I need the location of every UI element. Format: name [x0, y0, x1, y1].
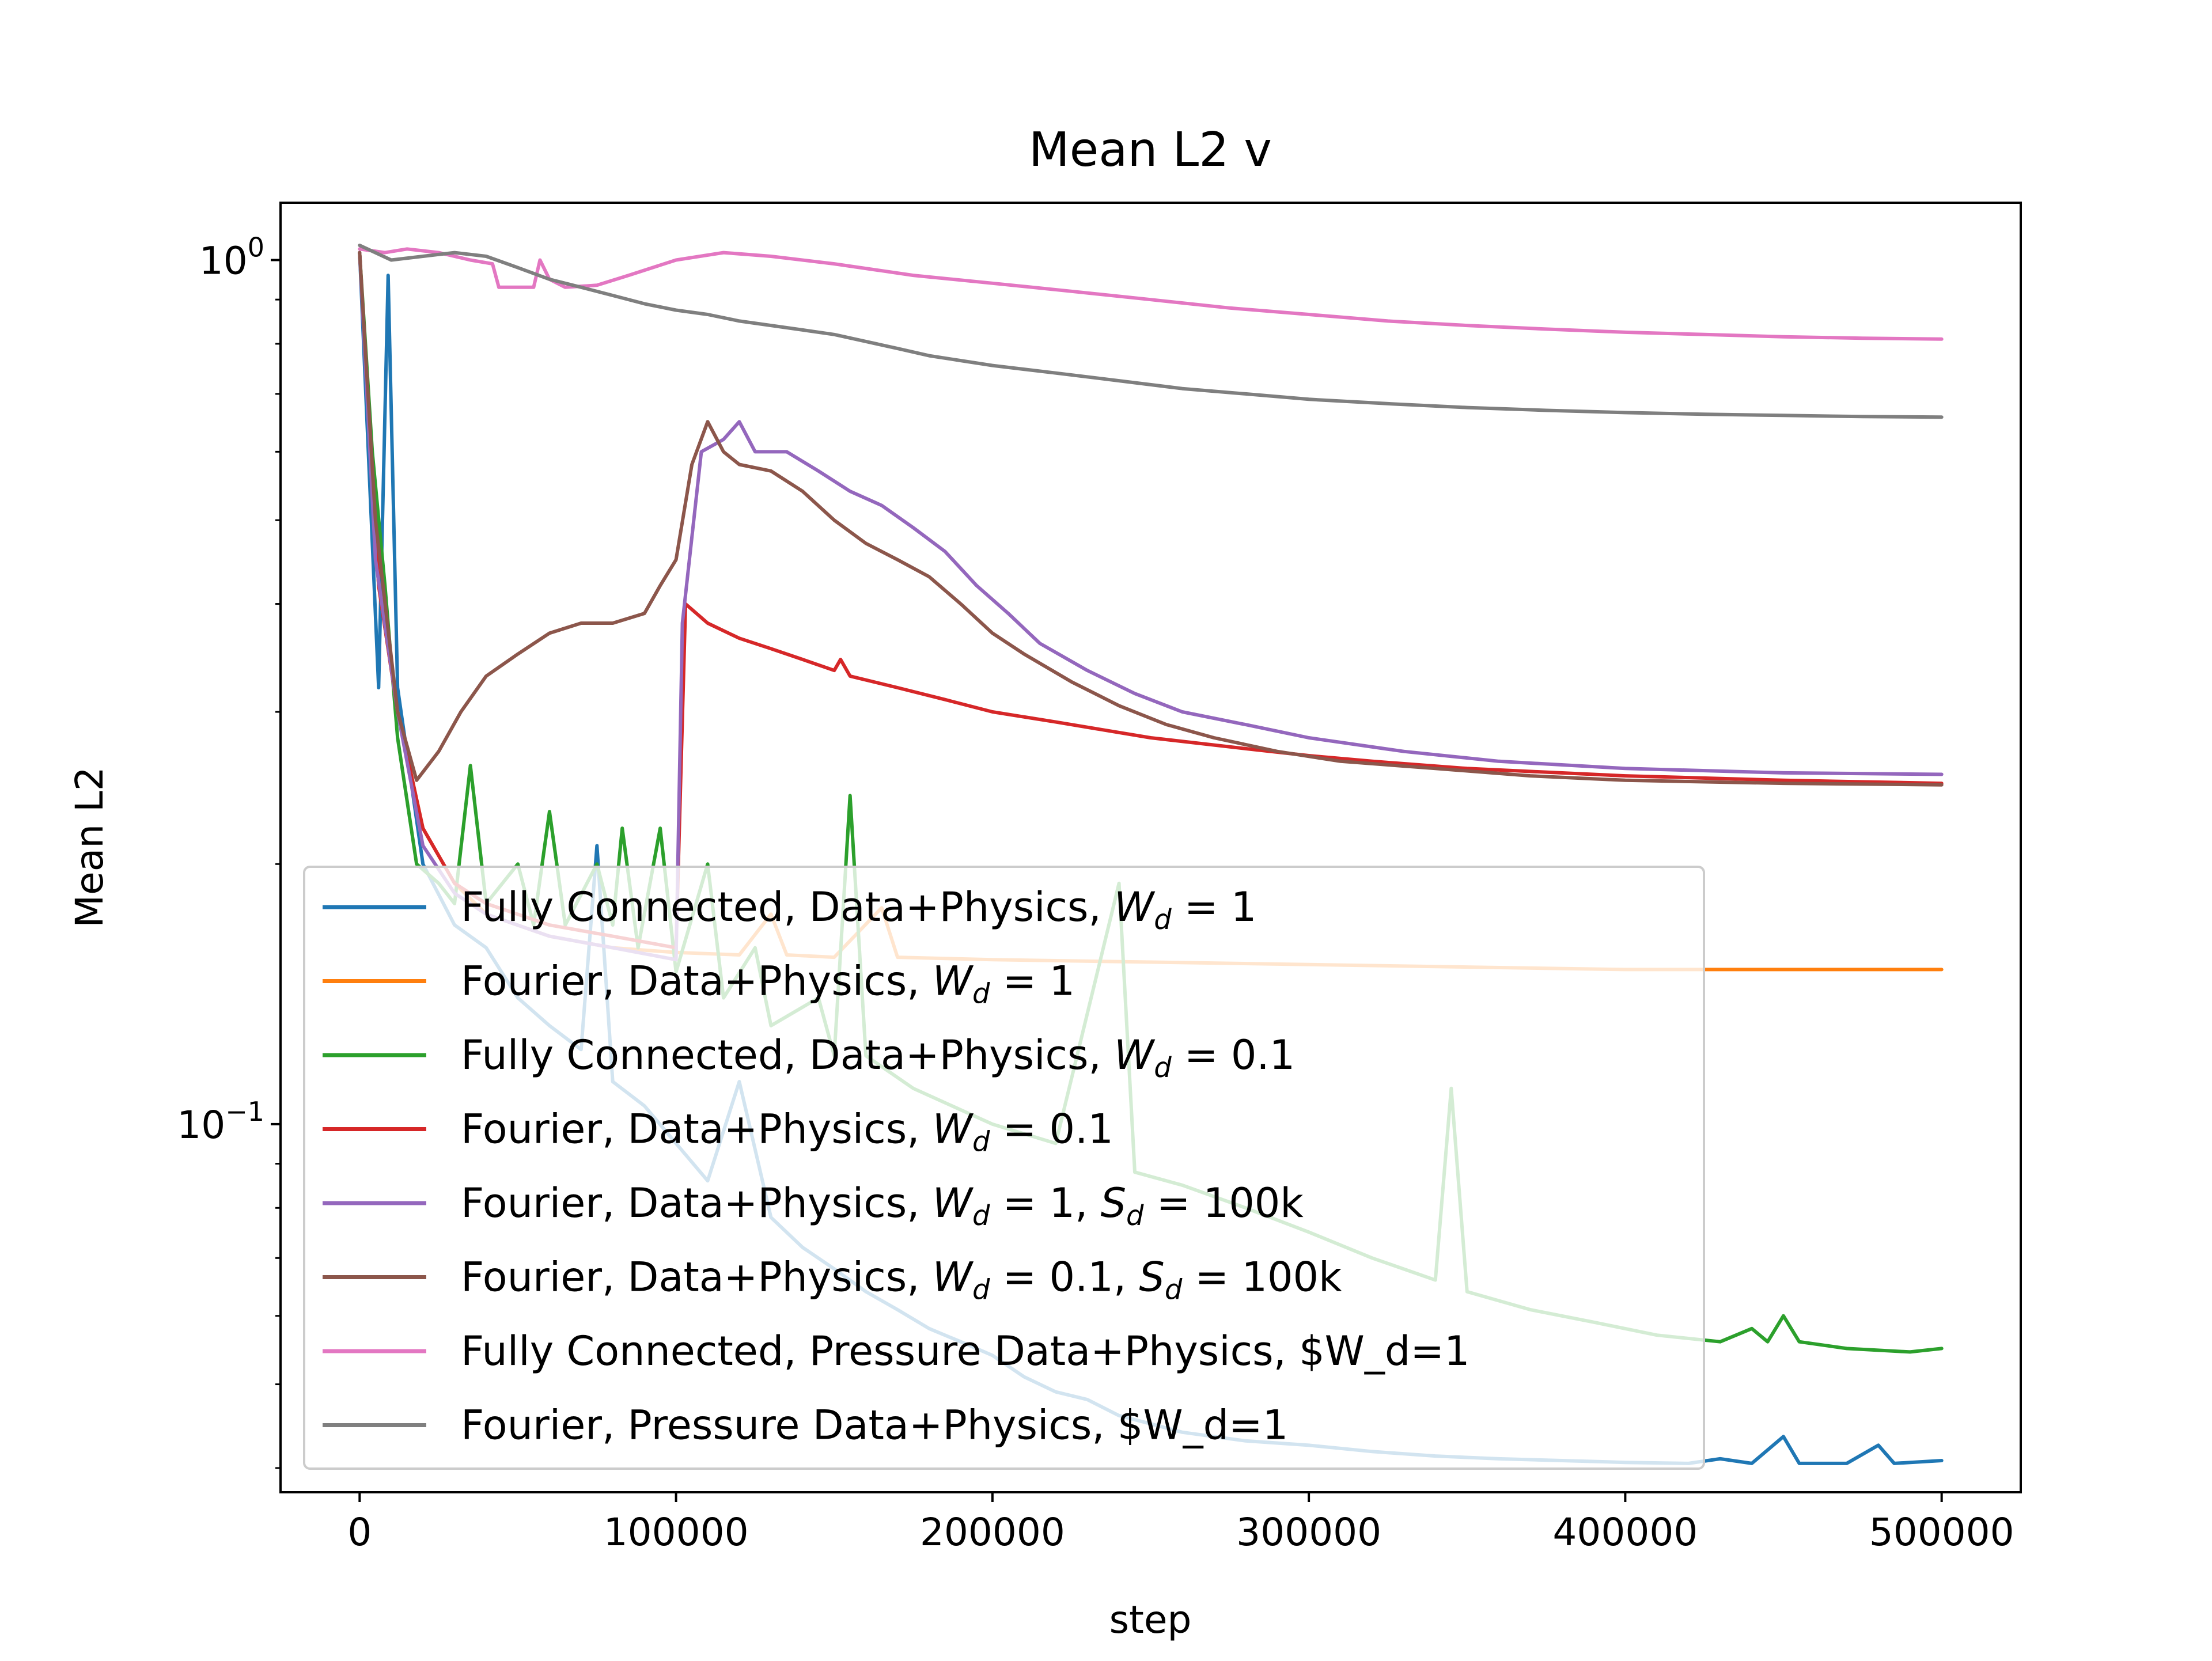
- legend-text-part: Fourier, Pressure Data+Physics, $W_d=1: [461, 1402, 1288, 1449]
- legend-text-part: d: [972, 978, 990, 1010]
- legend-entry-6: Fourier, Data+Physics, Wd = 0.1, Sd = 10…: [461, 1254, 1342, 1306]
- legend-text-part: d: [1154, 1052, 1172, 1084]
- series-line-7: [358, 247, 1944, 341]
- legend-text-part: = 0.1: [1172, 1032, 1295, 1079]
- legend-text-part: = 100k: [1144, 1180, 1304, 1227]
- y-tick-exponent: 0: [248, 232, 264, 263]
- legend-text-part: Fully Connected, Pressure Data+Physics, …: [461, 1328, 1470, 1375]
- legend-text-part: d: [1126, 1200, 1144, 1232]
- legend-text-part: d: [1154, 904, 1172, 936]
- legend-text-part: d: [972, 1274, 990, 1306]
- legend-text-part: = 0.1: [990, 1106, 1113, 1153]
- chart-title: Mean L2 v: [1029, 123, 1272, 177]
- legend-text-part: = 1,: [990, 1180, 1100, 1227]
- legend-text-part: Fourier, Data+Physics,: [461, 1254, 933, 1301]
- x-tick-label: 0: [347, 1510, 372, 1554]
- legend-text-part: = 1: [1172, 883, 1257, 931]
- y-tick-base: 10: [199, 239, 248, 283]
- legend-entry-8: Fourier, Pressure Data+Physics, $W_d=1: [461, 1402, 1288, 1449]
- legend-text-part: d: [1165, 1274, 1183, 1306]
- legend-text-part: d: [972, 1126, 990, 1158]
- series-line-6: [358, 251, 1944, 787]
- legend-text-part: = 0.1,: [990, 1254, 1139, 1301]
- legend-text-part: S: [1101, 1180, 1126, 1227]
- y-tick-label: 100: [199, 232, 264, 283]
- legend-text-part: W: [933, 1180, 974, 1227]
- x-tick-label: 200000: [920, 1510, 1065, 1554]
- legend-box: [303, 866, 1705, 1470]
- legend-entry-4: Fourier, Data+Physics, Wd = 0.1: [461, 1106, 1113, 1158]
- legend-text-part: W: [933, 1254, 974, 1301]
- x-axis-ticks: 0 100000 200000 300000 400000 500000: [347, 1492, 2014, 1554]
- legend-text-part: Fully Connected, Data+Physics,: [461, 883, 1114, 931]
- x-tick-label: 400000: [1552, 1510, 1698, 1554]
- x-tick-label: 300000: [1236, 1510, 1381, 1554]
- legend: Fully Connected, Data+Physics, Wd = 1Fou…: [303, 866, 1705, 1470]
- x-tick-label: 500000: [1869, 1510, 2014, 1554]
- legend-text-part: = 100k: [1182, 1254, 1342, 1301]
- y-tick-exponent: −1: [225, 1096, 264, 1127]
- legend-entry-5: Fourier, Data+Physics, Wd = 1, Sd = 100k: [461, 1180, 1304, 1232]
- x-axis-label: step: [1109, 1598, 1192, 1642]
- legend-entry-1: Fully Connected, Data+Physics, Wd = 1: [461, 883, 1256, 936]
- legend-text-part: W: [1114, 1032, 1156, 1079]
- legend-text-part: Fully Connected, Data+Physics,: [461, 1032, 1114, 1079]
- legend-text-part: W: [933, 958, 974, 1005]
- y-axis-label: Mean L2: [67, 767, 112, 928]
- series-line-8: [358, 244, 1944, 419]
- legend-entry-2: Fourier, Data+Physics, Wd = 1: [461, 958, 1075, 1010]
- y-tick-base: 10: [177, 1103, 225, 1147]
- legend-text-part: = 1: [990, 958, 1075, 1005]
- y-tick-label: 10−1: [177, 1096, 264, 1147]
- legend-text-part: W: [1114, 883, 1156, 931]
- legend-text-part: d: [972, 1200, 990, 1232]
- legend-entry-7: Fully Connected, Pressure Data+Physics, …: [461, 1328, 1470, 1375]
- x-tick-label: 100000: [604, 1510, 749, 1554]
- legend-entry-3: Fully Connected, Data+Physics, Wd = 0.1: [461, 1032, 1295, 1084]
- legend-text-part: Fourier, Data+Physics,: [461, 1106, 933, 1153]
- plot-area-frame: [279, 202, 2022, 1493]
- legend-text-part: W: [933, 1106, 974, 1153]
- legend-text-part: S: [1139, 1254, 1164, 1301]
- legend-text-part: Fourier, Data+Physics,: [461, 958, 933, 1005]
- legend-text-part: Fourier, Data+Physics,: [461, 1180, 933, 1227]
